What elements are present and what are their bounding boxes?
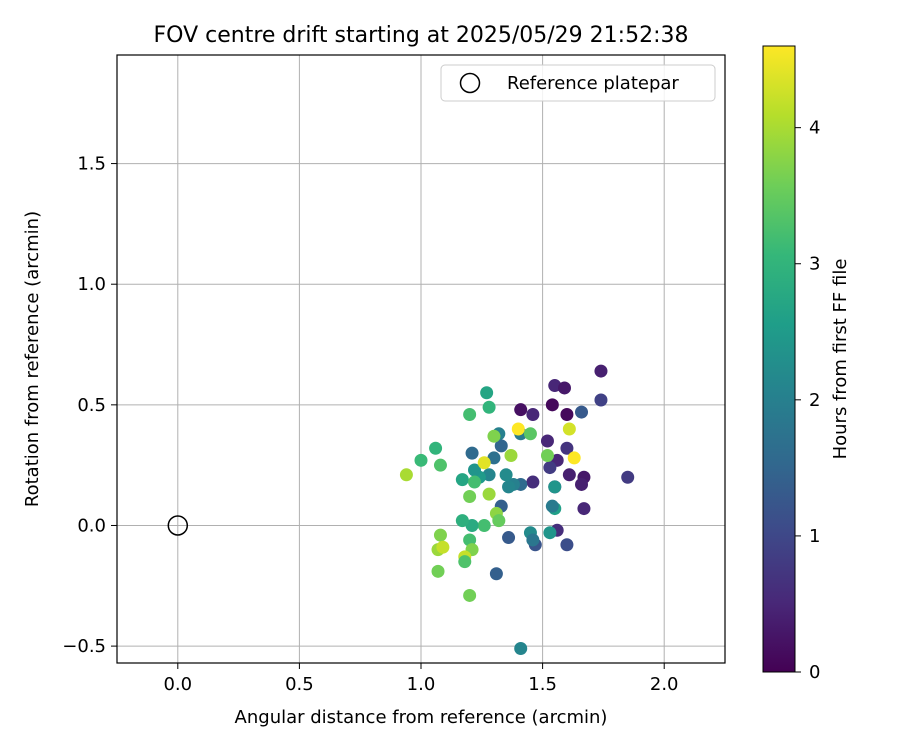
colorbar-label: Hours from first FF file [830, 259, 851, 460]
data-point [575, 477, 589, 491]
data-point [560, 441, 574, 455]
data-point [499, 468, 513, 482]
x-tick-label: 2.0 [650, 674, 679, 695]
colorbar-ticks: 0 1 2 3 4 [795, 118, 820, 683]
data-point [557, 381, 571, 395]
data-point [526, 475, 540, 489]
data-point [502, 531, 516, 545]
data-point [463, 588, 477, 602]
colorbar-tick-label: 0 [809, 662, 820, 683]
data-point [560, 538, 574, 552]
data-point [433, 458, 447, 472]
reference-layer [167, 515, 189, 536]
y-axis-label: Rotation from reference (arcmin) [22, 211, 43, 507]
data-point [431, 564, 445, 578]
colorbar-tick-label: 1 [809, 526, 820, 547]
data-point [433, 528, 447, 542]
chart-title: FOV centre drift starting at 2025/05/29 … [154, 23, 689, 48]
y-tick-label: 1.5 [77, 154, 106, 175]
data-point [577, 502, 591, 516]
data-point [543, 461, 557, 475]
data-point [514, 403, 528, 417]
data-point [465, 446, 479, 460]
data-point [489, 567, 503, 581]
data-point [594, 364, 608, 378]
data-point [468, 475, 482, 489]
data-point [523, 427, 537, 441]
x-tick-label: 0.5 [285, 674, 314, 695]
data-point [545, 499, 559, 513]
reference-platepar-marker [167, 515, 189, 536]
data-point [414, 453, 428, 467]
colorbar-tick-label: 2 [809, 390, 820, 411]
data-point [477, 456, 491, 470]
data-point [526, 533, 540, 547]
data-point [560, 407, 574, 421]
data-point [540, 434, 554, 448]
data-point [487, 429, 501, 443]
data-points [399, 364, 635, 656]
legend-label: Reference platepar [507, 73, 679, 94]
colorbar-gradient [762, 45, 796, 673]
data-point [482, 468, 496, 482]
data-point [468, 463, 482, 477]
y-tick-label: 0.5 [77, 395, 106, 416]
legend-marker-open-circle [459, 72, 481, 94]
data-point [480, 386, 494, 400]
data-point [514, 642, 528, 656]
data-point [436, 540, 450, 554]
data-point [458, 555, 472, 569]
data-point [455, 514, 469, 528]
y-axis-ticks: −0.5 0.0 0.5 1.0 1.5 [62, 154, 117, 657]
data-point [482, 400, 496, 414]
data-point [562, 468, 576, 482]
y-tick-label: −0.5 [62, 636, 106, 657]
data-point [429, 441, 443, 455]
data-point [548, 480, 562, 494]
data-point [487, 451, 501, 465]
plot-area: 0.0 0.5 1.0 1.5 2.0 −0.5 0.0 0.5 1.0 1.5 [62, 54, 726, 695]
x-axis-label: Angular distance from reference (arcmin) [235, 707, 608, 728]
data-point [575, 405, 589, 419]
data-point [562, 422, 576, 436]
data-point [548, 379, 562, 393]
data-point [477, 518, 491, 532]
x-tick-label: 0.0 [163, 674, 192, 695]
data-point [465, 518, 479, 532]
data-point [511, 422, 525, 436]
x-tick-label: 1.0 [407, 674, 436, 695]
colorbar-tick-label: 4 [809, 118, 820, 139]
data-point [399, 468, 413, 482]
data-point [492, 514, 506, 528]
data-point [540, 449, 554, 463]
x-axis-ticks: 0.0 0.5 1.0 1.5 2.0 [163, 663, 679, 695]
data-point [463, 407, 477, 421]
data-point [494, 439, 508, 453]
grid [117, 55, 725, 663]
data-point [504, 449, 518, 463]
data-point [594, 393, 608, 407]
legend-box [440, 64, 716, 102]
legend: Reference platepar [440, 64, 716, 102]
colorbar: 0 1 2 3 4 Hours from first FF file [762, 45, 851, 683]
data-point [543, 526, 557, 540]
y-tick-label: 1.0 [77, 274, 106, 295]
data-point [482, 487, 496, 501]
data-point [621, 470, 635, 484]
data-point [567, 451, 581, 465]
data-point [502, 480, 516, 494]
y-tick-label: 0.0 [77, 515, 106, 536]
data-point [545, 398, 559, 412]
x-tick-label: 1.5 [528, 674, 557, 695]
data-point [463, 490, 477, 504]
data-point [455, 473, 469, 487]
data-point [526, 407, 540, 421]
colorbar-tick-label: 3 [809, 254, 820, 275]
